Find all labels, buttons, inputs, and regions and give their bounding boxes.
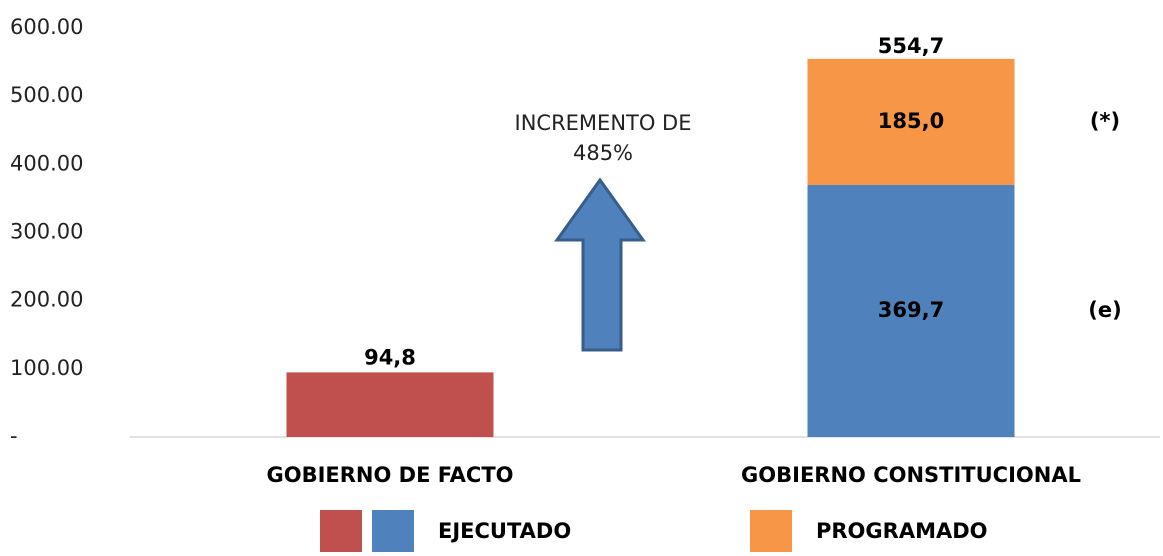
- y-tick-label: 400.00: [10, 151, 83, 175]
- bar-segment: [807, 184, 1015, 437]
- side-label: (*): [1090, 109, 1120, 133]
- value-label: 94,8: [364, 345, 416, 369]
- legend-label: EJECUTADO: [438, 519, 571, 543]
- annotation-line: INCREMENTO DE: [515, 111, 692, 135]
- bar-segment: [286, 372, 494, 437]
- y-tick-label: 300.00: [10, 220, 83, 244]
- total-label: 554,7: [878, 34, 944, 58]
- bar-segment: [807, 58, 1015, 185]
- annotation-line: 485%: [573, 141, 633, 165]
- legend-label: PROGRAMADO: [816, 519, 988, 543]
- legend-swatch: [372, 510, 414, 552]
- value-label: 185,0: [878, 109, 944, 133]
- y-tick-label: 100.00: [10, 356, 83, 380]
- y-tick-label: 200.00: [10, 288, 83, 312]
- y-tick-label: -: [10, 424, 18, 448]
- side-label: (e): [1088, 298, 1121, 322]
- value-label: 369,7: [878, 298, 944, 322]
- x-tick-label: GOBIERNO DE FACTO: [266, 463, 513, 487]
- legend-swatch: [750, 510, 792, 552]
- x-tick-label: GOBIERNO CONSTITUCIONAL: [741, 463, 1081, 487]
- increase-arrow: [554, 177, 646, 352]
- legend-swatch: [320, 510, 362, 552]
- y-tick-label: 600.00: [10, 15, 83, 39]
- y-tick-label: 500.00: [10, 83, 83, 107]
